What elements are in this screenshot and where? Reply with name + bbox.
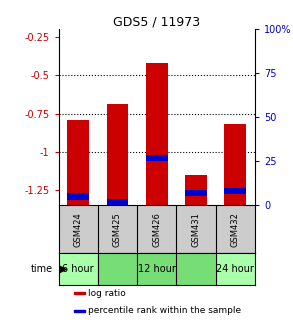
Bar — [224, 188, 246, 194]
Bar — [67, 120, 89, 205]
Bar — [107, 104, 128, 205]
Text: GSM431: GSM431 — [192, 212, 200, 247]
Text: GSM432: GSM432 — [231, 212, 240, 247]
Text: ▶: ▶ — [60, 264, 68, 274]
Title: GDS5 / 11973: GDS5 / 11973 — [113, 15, 200, 28]
Bar — [67, 193, 89, 199]
Text: 24 hour: 24 hour — [216, 264, 254, 274]
Bar — [185, 175, 207, 205]
Bar — [224, 124, 246, 205]
Text: 12 hour: 12 hour — [138, 264, 176, 274]
Text: GSM426: GSM426 — [152, 212, 161, 247]
Bar — [74, 310, 85, 312]
Bar — [107, 199, 128, 205]
Text: GSM425: GSM425 — [113, 212, 122, 247]
Bar — [185, 190, 207, 196]
Bar — [74, 292, 85, 294]
Bar — [146, 155, 168, 161]
Text: GSM424: GSM424 — [74, 212, 83, 247]
Text: time: time — [30, 264, 53, 274]
Text: log ratio: log ratio — [88, 289, 126, 298]
Bar — [146, 63, 168, 205]
Text: percentile rank within the sample: percentile rank within the sample — [88, 306, 241, 315]
Text: 6 hour: 6 hour — [62, 264, 94, 274]
